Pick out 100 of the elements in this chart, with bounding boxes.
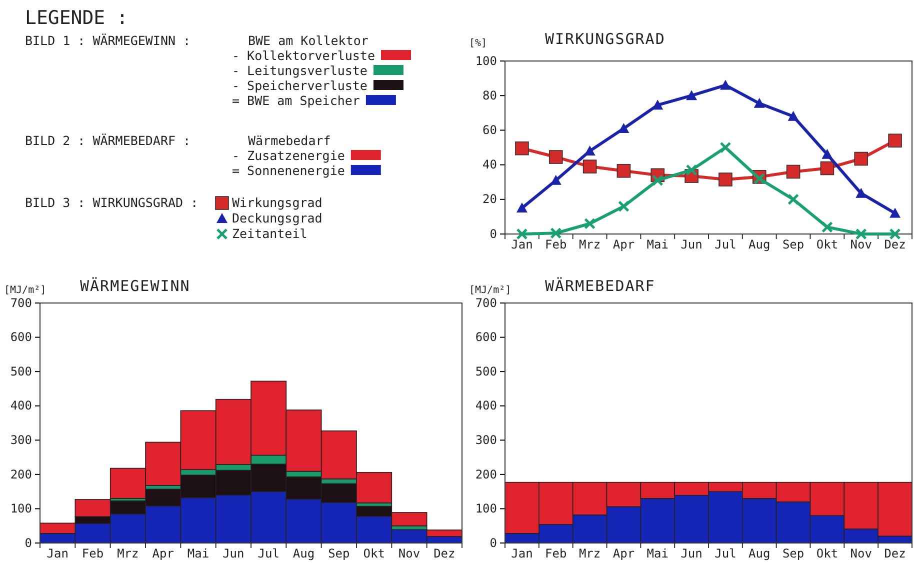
x-tick-label: Nov	[850, 238, 872, 252]
legend-label: Deckungsgrad	[232, 210, 322, 226]
point	[890, 208, 901, 218]
text: BWE am Kollektor	[248, 33, 369, 48]
y-tick-label: 300	[10, 432, 32, 447]
point	[686, 90, 698, 100]
x-tick-label: Nov	[850, 546, 872, 561]
point	[652, 174, 664, 186]
x-tick-label: Jul	[258, 546, 280, 561]
point	[754, 98, 765, 108]
x-tick-label: Mrz	[578, 238, 601, 252]
x-tick-label: Apr	[612, 238, 635, 252]
x-tick-label: Jan	[511, 238, 533, 252]
y-axis-title: [%]	[469, 38, 488, 49]
point	[582, 160, 597, 174]
chart-title: WÄRMEBEDARF	[545, 277, 656, 295]
x-tick-label: Jun	[222, 546, 244, 561]
point	[718, 172, 732, 186]
y-tick-label: 20	[482, 192, 497, 206]
x-tick-label: Feb	[82, 546, 104, 561]
x-tick-label: Nov	[398, 546, 420, 561]
text: Wärmebedarf	[248, 133, 331, 148]
y-tick-label: 200	[475, 467, 497, 482]
y-tick-label: 500	[475, 364, 497, 378]
y-tick-label: 300	[475, 432, 497, 447]
point	[616, 164, 631, 178]
x-tick-label: Aug	[748, 238, 770, 252]
x-tick-label: Mai	[646, 546, 668, 561]
point	[515, 141, 529, 156]
point	[686, 164, 698, 176]
legend-title: BILD 1 : WÄRMEGEWINN :	[25, 33, 191, 48]
y-axis-title: [MJ/m²]	[469, 285, 512, 296]
point	[821, 221, 833, 233]
chart-title: WÄRMEGEWINN	[80, 277, 190, 295]
y-tick-label: 100	[10, 502, 32, 516]
point	[856, 188, 867, 198]
x-tick-label: Dez	[434, 546, 456, 561]
x-tick-label: Jun	[680, 546, 702, 561]
x-tick-label: Okt	[816, 238, 838, 252]
x-tick-label: Feb	[545, 238, 567, 252]
legend-label: - Kollektorverluste	[232, 48, 375, 63]
x-tick-label: Dez	[884, 546, 906, 561]
y-tick-label: 80	[482, 88, 497, 102]
y-tick-label: 0	[24, 536, 32, 550]
x-tick-label: Sep	[782, 238, 804, 252]
point	[652, 100, 664, 110]
x-tick-label: Okt	[363, 546, 385, 561]
x-tick-label: Mai	[646, 238, 668, 252]
x-tick-label: Aug	[748, 546, 770, 561]
point	[854, 152, 868, 166]
point	[584, 145, 596, 156]
legend-label: = BWE am Speicher	[232, 93, 360, 108]
y-tick-label: 600	[475, 330, 497, 344]
point	[720, 80, 731, 90]
y-tick-label: 700	[10, 296, 32, 310]
x-tick-label: Aug	[292, 546, 315, 561]
x-tick-label: Jun	[680, 238, 702, 252]
text: LEGENDE :	[25, 7, 128, 29]
y-axis-title: [MJ/m²]	[4, 285, 46, 296]
point	[820, 161, 834, 176]
y-tick-label: 500	[10, 364, 32, 378]
y-tick-label: 400	[10, 398, 32, 413]
chart-title: WIRKUNGSGRAD	[545, 30, 666, 48]
x-tick-label: Jul	[714, 238, 736, 252]
point	[548, 150, 563, 164]
y-tick-label: 100	[475, 54, 497, 68]
point	[822, 148, 833, 159]
x-tick-label: Feb	[545, 546, 567, 561]
legend-label: - Leitungsverluste	[232, 63, 368, 78]
point	[516, 228, 528, 240]
point	[550, 227, 562, 239]
y-tick-label: 60	[482, 123, 497, 138]
x-tick-label: Mai	[187, 546, 210, 561]
legend-label: Zeitanteil	[232, 226, 308, 241]
x-tick-label: Jan	[46, 546, 68, 561]
legend-title: BILD 2 : WÄRMEBEDARF :	[25, 133, 191, 148]
x-tick-label: Okt	[816, 546, 838, 561]
point	[788, 110, 799, 121]
y-tick-label: 700	[475, 296, 497, 310]
legend-label: - Zusatzenergie	[232, 148, 345, 163]
legend-title: BILD 3 : WIRKUNGSGRAD :	[25, 195, 198, 210]
y-tick-label: 100	[475, 502, 497, 516]
y-tick-label: 200	[10, 467, 32, 482]
x-tick-label: Sep	[782, 546, 804, 561]
point	[618, 200, 630, 212]
legend-label: = Sonnenenergie	[232, 163, 345, 178]
point	[889, 228, 901, 240]
x-tick-label: Sep	[328, 546, 350, 561]
point	[786, 164, 800, 179]
point	[888, 134, 902, 148]
x-tick-label: Dez	[884, 238, 906, 252]
y-tick-label: 0	[490, 226, 497, 241]
x-tick-label: Mrz	[117, 546, 139, 561]
legend-label: - Speicherverluste	[232, 78, 368, 93]
y-tick-label: 40	[482, 158, 497, 172]
point	[618, 122, 630, 133]
y-tick-label: 0	[490, 536, 497, 550]
point	[754, 172, 766, 184]
y-tick-label: 600	[10, 330, 32, 344]
point	[855, 228, 867, 240]
